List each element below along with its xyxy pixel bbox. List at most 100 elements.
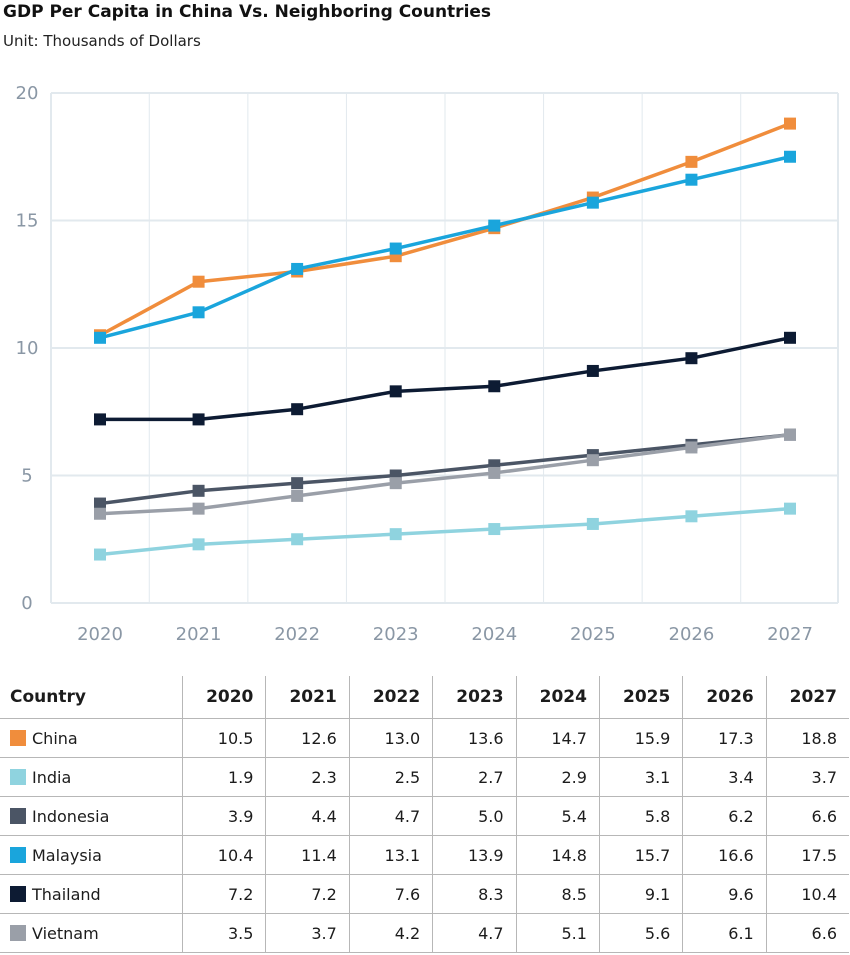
table-cell-value: 18.8 (765, 718, 849, 758)
data-point-indonesia (291, 477, 304, 490)
series-layer (94, 117, 796, 561)
table-cell-country: Malaysia (0, 835, 183, 875)
table-cell-value: 15.9 (598, 718, 684, 758)
country-name: Indonesia (32, 806, 110, 826)
table-header-year: 2026 (682, 676, 767, 719)
data-point-vietnam (94, 507, 106, 520)
table-cell-value: 2.5 (348, 757, 434, 797)
legend-swatch (10, 808, 26, 824)
y-tick-label: 15 (16, 211, 39, 232)
table-cell-value: 15.7 (598, 835, 684, 875)
data-table: Country 2020 2021 2022 2023 2024 2025 2026 2027 … (0, 676, 849, 953)
data-point-thailand (586, 364, 599, 377)
data-point-malaysia (291, 262, 304, 275)
x-tick-label: 2027 (767, 624, 813, 645)
table-cell-value: 3.7 (765, 757, 849, 797)
data-point-vietnam (291, 489, 304, 502)
table-cell-value: 6.1 (682, 913, 767, 953)
x-tick-label: 2024 (471, 624, 517, 645)
data-point-malaysia (389, 242, 402, 255)
table-cell-value: 13.6 (432, 718, 517, 758)
table-row: Malaysia 10.4 11.4 13.1 13.9 14.8 15.7 16.6 17.5 (0, 835, 849, 875)
table-cell-value: 4.7 (432, 913, 517, 953)
table-header-row: Country 2020 2021 2022 2023 2024 2025 2026 2027 (0, 676, 849, 719)
x-tick-label: 2023 (373, 624, 419, 645)
data-point-vietnam (685, 441, 698, 454)
data-point-thailand (784, 331, 796, 344)
table-cell-value: 3.4 (682, 757, 767, 797)
y-tick-label: 20 (16, 83, 39, 104)
table-cell-value: 7.2 (265, 874, 350, 914)
data-point-indonesia (192, 484, 205, 497)
table-cell-value: 3.5 (181, 913, 267, 953)
legend-swatch (10, 847, 26, 863)
x-tick-label: 2026 (669, 624, 715, 645)
table-header-year: 2021 (265, 676, 350, 719)
table-header-year: 2022 (348, 676, 434, 719)
table-cell-value: 6.6 (765, 796, 849, 836)
country-name: Thailand (32, 884, 101, 904)
table-cell-value: 5.6 (598, 913, 684, 953)
table-cell-value: 4.7 (348, 796, 434, 836)
table-row: Thailand 7.2 7.2 7.6 8.3 8.5 9.1 9.6 10.4 (0, 874, 849, 914)
table-cell-value: 13.1 (348, 835, 434, 875)
table-cell-value: 5.1 (515, 913, 600, 953)
table-cell-value: 3.7 (265, 913, 350, 953)
table-cell-value: 17.3 (682, 718, 767, 758)
data-point-india (488, 523, 501, 536)
series-line-thailand (100, 336, 791, 422)
data-point-india (94, 548, 106, 561)
data-point-thailand (685, 352, 698, 365)
table-cell-value: 1.9 (181, 757, 267, 797)
table-cell-value: 12.6 (265, 718, 350, 758)
data-point-india (192, 538, 205, 551)
legend-swatch (10, 925, 26, 941)
table-cell-value: 6.2 (682, 796, 767, 836)
country-name: India (32, 767, 72, 787)
data-point-india (685, 510, 698, 523)
data-point-india (291, 533, 304, 546)
table-cell-country: Indonesia (0, 796, 183, 836)
data-point-vietnam (784, 428, 796, 441)
table-cell-value: 8.3 (432, 874, 517, 914)
table-cell-value: 2.3 (265, 757, 350, 797)
data-point-malaysia (192, 306, 205, 319)
data-point-vietnam (389, 477, 402, 490)
table-header-year: 2024 (515, 676, 600, 719)
data-point-thailand (389, 385, 402, 398)
table-header-year: 2025 (598, 676, 684, 719)
table-cell-value: 10.5 (181, 718, 267, 758)
table-cell-value: 11.4 (265, 835, 350, 875)
table-row: China 10.5 12.6 13.0 13.6 14.7 15.9 17.3 18.8 (0, 718, 849, 758)
x-tick-label: 2022 (274, 624, 320, 645)
country-name: China (32, 728, 78, 748)
table-header-year: 2023 (432, 676, 517, 719)
table-header-year: 2020 (181, 676, 267, 719)
series-line-malaysia (99, 155, 791, 340)
table-body: China 10.5 12.6 13.0 13.6 14.7 15.9 17.3 18.8 Ind… (0, 718, 849, 953)
data-point-india (586, 517, 599, 530)
table-cell-value: 5.4 (515, 796, 600, 836)
table-cell-value: 3.1 (598, 757, 684, 797)
legend-swatch (10, 769, 26, 785)
data-point-thailand (94, 413, 106, 426)
table-cell-value: 10.4 (181, 835, 267, 875)
data-point-malaysia (94, 331, 106, 344)
data-point-malaysia (488, 219, 501, 232)
table-row: Vietnam 3.5 3.7 4.2 4.7 5.1 5.6 6.1 6.6 (0, 913, 849, 953)
table-cell-country: Thailand (0, 874, 183, 914)
data-point-indonesia (94, 497, 106, 510)
table-cell-value: 13.0 (348, 718, 434, 758)
data-point-thailand (291, 403, 304, 416)
data-point-india (389, 528, 402, 541)
data-point-china (784, 117, 796, 130)
table-cell-value: 10.4 (765, 874, 849, 914)
table-header-country: Country (0, 676, 183, 719)
y-tick-label: 0 (21, 593, 32, 614)
table-cell-value: 7.2 (181, 874, 267, 914)
table-cell-country: China (0, 718, 183, 758)
table-cell-value: 2.9 (515, 757, 600, 797)
table-cell-value: 9.6 (682, 874, 767, 914)
x-tick-label: 2020 (77, 624, 123, 645)
table-cell-value: 8.5 (515, 874, 600, 914)
